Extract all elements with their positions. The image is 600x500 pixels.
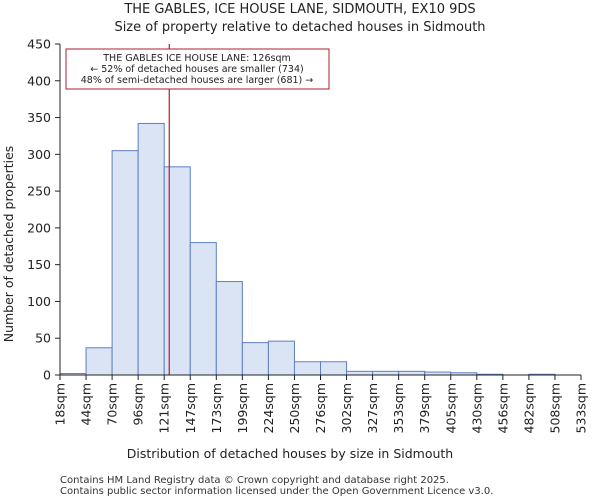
x-tick-label: 405sqm: [443, 383, 458, 433]
x-tick-label: 18sqm: [53, 383, 68, 426]
y-tick-label: 400: [27, 73, 51, 88]
y-tick-label: 50: [35, 331, 51, 346]
x-tick-label: 173sqm: [209, 383, 224, 433]
x-tick-label: 302sqm: [339, 383, 354, 433]
x-tick-label: 121sqm: [157, 383, 172, 433]
y-tick-label: 200: [27, 220, 51, 235]
bar-96sqm: [137, 122, 165, 376]
bar-224sqm: [267, 340, 295, 376]
annotation-frame: [65, 48, 330, 90]
x-axis-label: Distribution of detached houses by size …: [127, 446, 453, 461]
x-tick-label: 276sqm: [313, 383, 328, 433]
x-tick-label: 533sqm: [574, 383, 589, 433]
bar-327sqm: [372, 370, 400, 376]
bar-70sqm: [111, 150, 139, 376]
x-tick-label: 508sqm: [547, 383, 562, 433]
bar-173sqm: [215, 281, 243, 376]
x-tick-label: 353sqm: [391, 383, 406, 433]
x-tick-label: 224sqm: [261, 383, 276, 433]
x-tick-label: 430sqm: [469, 383, 484, 433]
y-tick-label: 150: [27, 257, 51, 272]
x-tick-label: 96sqm: [131, 383, 146, 426]
annotation-line-2: ← 52% of detached houses are smaller (73…: [90, 64, 303, 75]
x-axis-ticks: 18sqm 44sqm 70sqm 96sqm 121sqm 147sqm 173sqm 19…: [53, 375, 589, 433]
bar-147sqm: [189, 242, 217, 376]
chart-subtitle: Size of property relative to detached ho…: [114, 20, 485, 35]
x-tick-label: 199sqm: [235, 383, 250, 433]
y-axis-ticks: 0 50 100 150 200 250 300 350 400 450: [27, 37, 60, 383]
chart-title: THE GABLES, ICE HOUSE LANE, SIDMOUTH, EX…: [123, 2, 475, 17]
annotation-line-1: THE GABLES ICE HOUSE LANE: 126sqm: [102, 53, 290, 64]
annotation-line-3: 48% of semi-detached houses are larger (…: [81, 75, 314, 86]
bar-199sqm: [241, 342, 269, 376]
x-tick-label: 44sqm: [79, 383, 94, 426]
x-tick-label: 456sqm: [495, 383, 510, 433]
x-tick-label: 482sqm: [521, 383, 536, 433]
bars-group: [59, 122, 556, 376]
x-tick-label: 250sqm: [287, 383, 302, 433]
x-tick-label: 379sqm: [417, 383, 432, 433]
bar-250sqm: [293, 361, 322, 376]
bar-353sqm: [398, 370, 426, 376]
bar-44sqm: [85, 347, 113, 376]
bar-276sqm: [320, 361, 348, 376]
footer-line-1: Contains HM Land Registry data © Crown c…: [60, 475, 449, 486]
x-tick-label: 327sqm: [365, 383, 380, 433]
y-axis-label: Number of detached properties: [1, 146, 16, 343]
bar-121sqm: [163, 166, 191, 376]
footer-line-2: Contains public sector information licen…: [60, 486, 493, 497]
y-tick-label: 350: [27, 110, 51, 125]
annotation-box: THE GABLES ICE HOUSE LANE: 126sqm ← 52% …: [65, 48, 330, 90]
y-tick-label: 250: [27, 184, 51, 199]
y-tick-label: 300: [27, 147, 51, 162]
x-tick-label: 147sqm: [183, 383, 198, 433]
y-tick-label: 450: [27, 37, 51, 52]
y-tick-label: 100: [27, 294, 51, 309]
bar-302sqm: [346, 370, 374, 376]
y-tick-label: 0: [43, 368, 51, 383]
x-tick-label: 70sqm: [105, 383, 120, 426]
